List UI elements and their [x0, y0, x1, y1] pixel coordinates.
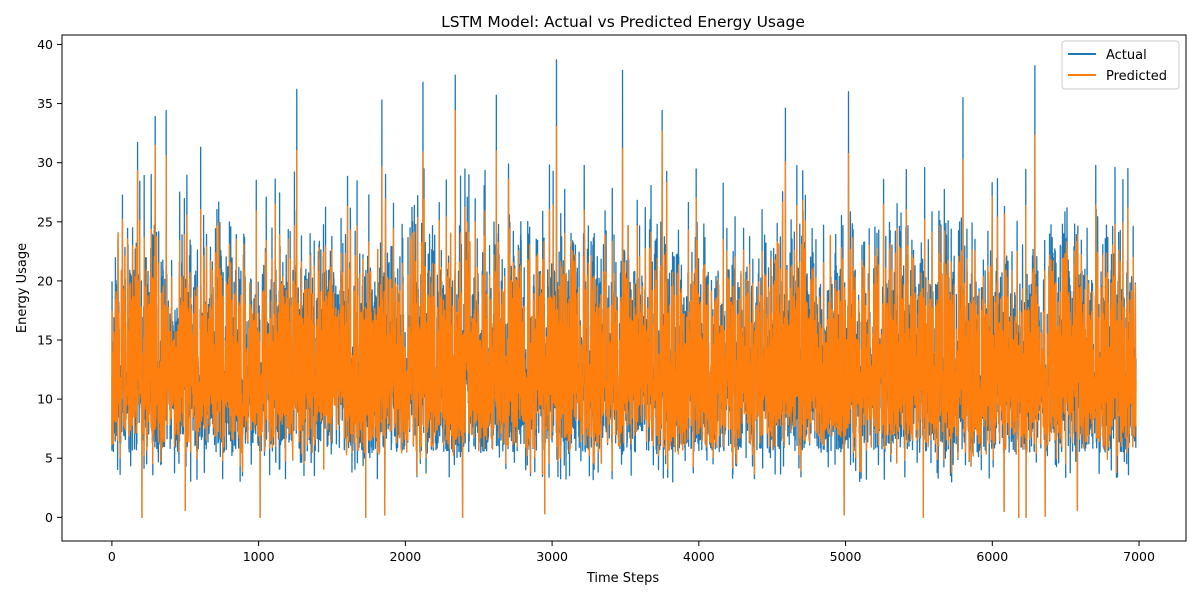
- legend: Actual Predicted: [1061, 40, 1180, 90]
- y-tick-label: 0: [45, 510, 53, 525]
- y-tick-label: 15: [37, 333, 53, 348]
- y-axis-label: Energy Usage: [15, 243, 30, 333]
- y-tick-label: 25: [37, 214, 53, 229]
- chart-title: LSTM Model: Actual vs Predicted Energy U…: [441, 13, 805, 31]
- x-tick-label: 4000: [683, 549, 715, 564]
- y-tick-label: 10: [37, 392, 53, 407]
- y-tick-label: 40: [37, 37, 53, 52]
- y-tick-label: 20: [37, 273, 53, 288]
- y-tick-label: 35: [37, 96, 53, 111]
- y-tick-label: 30: [37, 155, 53, 170]
- y-tick-label: 5: [45, 451, 53, 466]
- y-axis: 0 5 10 15 20 25 30 35 40: [37, 37, 62, 525]
- x-tick-label: 1000: [243, 549, 275, 564]
- x-axis-label: Time Steps: [586, 571, 660, 586]
- x-tick-label: 0: [108, 549, 116, 564]
- legend-label-predicted: Predicted: [1106, 69, 1167, 84]
- x-tick-label: 3000: [536, 549, 568, 564]
- x-tick-label: 7000: [1123, 549, 1155, 564]
- x-tick-label: 2000: [389, 549, 421, 564]
- series-layer: [111, 59, 1137, 519]
- plot-frame: [61, 34, 1187, 542]
- legend-label-actual: Actual: [1106, 48, 1147, 63]
- x-tick-label: 6000: [976, 549, 1008, 564]
- series-line-predicted: [111, 110, 1137, 519]
- x-axis: 0 1000 2000 3000 4000 5000 6000 7000: [108, 541, 1155, 564]
- x-tick-label: 5000: [830, 549, 862, 564]
